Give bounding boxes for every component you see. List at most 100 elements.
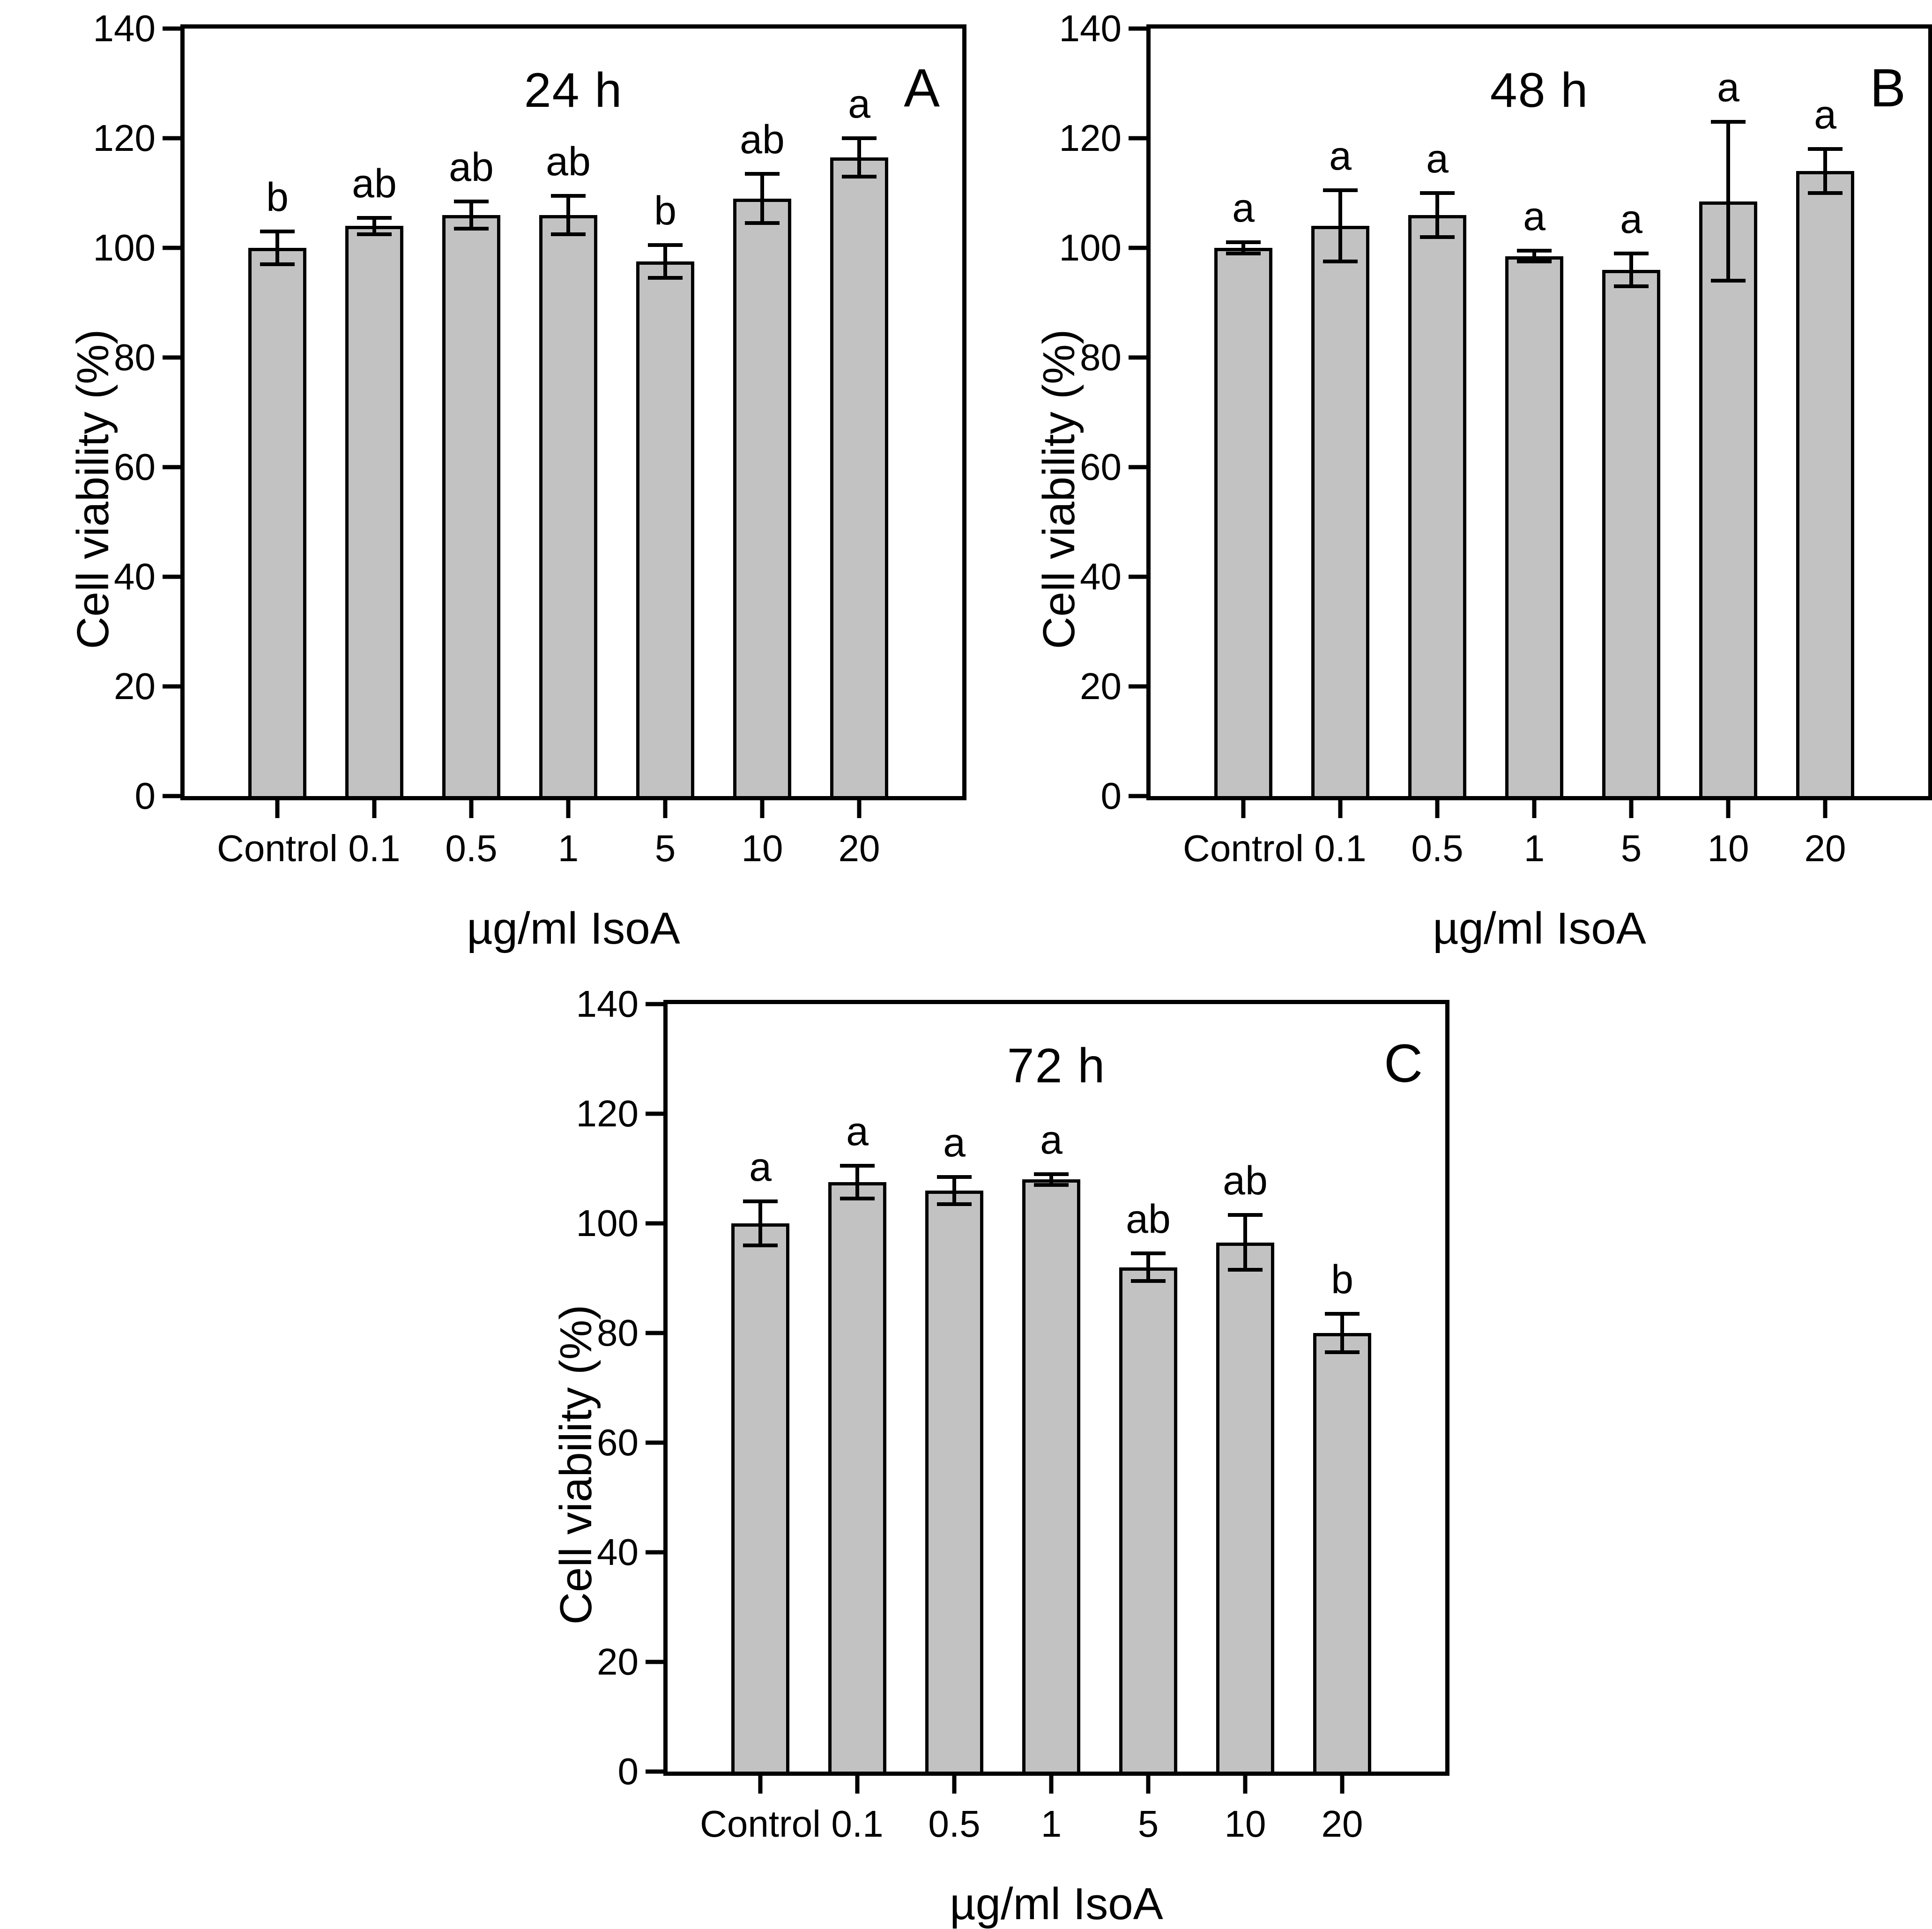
bar-0.5 xyxy=(1408,215,1466,796)
y-tick-label: 20 xyxy=(1080,665,1122,707)
error-bar xyxy=(469,201,473,229)
error-bar-cap xyxy=(1323,188,1358,193)
y-axis-title: Cell viability (%) xyxy=(68,329,118,649)
bar-20 xyxy=(1313,1333,1371,1772)
error-bar-cap xyxy=(840,1197,875,1201)
bar-5 xyxy=(1602,269,1660,796)
error-bar-cap xyxy=(1614,251,1649,255)
bar-0.1 xyxy=(345,226,403,796)
significance-letter: ab xyxy=(352,161,397,206)
y-tick-label: 0 xyxy=(1100,775,1122,817)
bar-5 xyxy=(1119,1267,1177,1772)
error-bar xyxy=(1146,1253,1150,1281)
bar-control xyxy=(248,248,306,796)
x-tick xyxy=(566,800,571,818)
x-tick-label: 5 xyxy=(1620,827,1642,869)
panel-title: 48 h xyxy=(1490,63,1589,118)
bar-10 xyxy=(1216,1242,1274,1772)
y-tick xyxy=(646,1440,663,1445)
x-tick-label: 1 xyxy=(1523,827,1545,869)
panel-letter: C xyxy=(1383,1034,1423,1094)
x-tick-label: 0.5 xyxy=(1411,827,1464,869)
significance-letter: a xyxy=(1717,65,1739,110)
error-bar xyxy=(1049,1174,1053,1185)
error-bar-cap xyxy=(1325,1350,1360,1354)
y-tick-label: 40 xyxy=(114,556,156,597)
y-tick xyxy=(1129,136,1146,141)
significance-letter: ab xyxy=(546,139,591,184)
error-bar xyxy=(1823,149,1827,193)
y-tick-label: 40 xyxy=(1080,556,1122,597)
significance-letter: a xyxy=(1232,186,1255,231)
x-tick-label: 0.1 xyxy=(348,827,401,869)
y-tick xyxy=(646,1221,663,1226)
y-tick-label: 100 xyxy=(1059,227,1122,268)
x-axis-title: µg/ml IsoA xyxy=(1433,903,1646,953)
y-tick-label: 60 xyxy=(1080,446,1122,488)
y-tick-label: 140 xyxy=(576,983,639,1025)
x-tick xyxy=(1823,800,1828,818)
x-tick xyxy=(663,800,668,818)
significance-letter: b xyxy=(266,174,289,220)
error-bar-cap xyxy=(260,229,295,233)
error-bar-cap xyxy=(1131,1251,1166,1256)
x-tick-label: 20 xyxy=(838,827,880,869)
significance-letter: ab xyxy=(740,117,785,163)
error-bar-cap xyxy=(1325,1312,1360,1316)
error-bar xyxy=(275,231,279,265)
y-axis-title: Cell viability (%) xyxy=(1034,329,1084,649)
y-tick-label: 60 xyxy=(597,1422,639,1463)
x-tick-label: 5 xyxy=(654,827,676,869)
bar-control xyxy=(1214,248,1272,796)
x-tick xyxy=(275,800,280,818)
x-tick-label: 1 xyxy=(1040,1803,1062,1845)
error-bar xyxy=(1726,121,1730,281)
x-tick xyxy=(952,1776,957,1794)
x-axis-title: µg/ml IsoA xyxy=(467,903,680,953)
x-tick xyxy=(372,800,377,818)
bar-10 xyxy=(733,198,791,796)
error-bar-cap xyxy=(357,216,392,220)
bar-5 xyxy=(636,261,694,796)
significance-letter: b xyxy=(1331,1257,1353,1303)
error-bar-cap xyxy=(842,136,877,140)
y-tick-label: 20 xyxy=(597,1641,639,1683)
y-tick-label: 60 xyxy=(114,446,156,488)
bar-0.5 xyxy=(442,215,500,796)
x-tick xyxy=(760,800,765,818)
bar-0.5 xyxy=(925,1190,983,1772)
y-tick xyxy=(646,1550,663,1555)
y-tick xyxy=(646,1660,663,1664)
plot-area-72h: 72 h C Cell viability (%) µg/ml IsoA 0 20… xyxy=(551,985,1449,1927)
error-bar xyxy=(1629,253,1633,286)
y-tick-label: 40 xyxy=(597,1531,639,1573)
error-bar-cap xyxy=(1226,240,1261,245)
y-tick-label: 0 xyxy=(134,775,156,817)
error-bar-cap xyxy=(1517,260,1552,264)
error-bar-cap xyxy=(1228,1213,1263,1217)
significance-letter: a xyxy=(846,1109,869,1154)
x-tick-label: 10 xyxy=(741,827,783,869)
bar-20 xyxy=(830,157,888,796)
x-tick-label: 20 xyxy=(1804,827,1846,869)
error-bar-cap xyxy=(743,1199,778,1204)
error-bar xyxy=(372,217,376,234)
x-tick-label: 10 xyxy=(1707,827,1749,869)
x-tick-label: 5 xyxy=(1137,1803,1159,1845)
error-bar-cap xyxy=(1808,191,1843,195)
significance-letter: a xyxy=(749,1145,772,1190)
error-bar-cap xyxy=(1226,251,1261,255)
plot-area-24h: 24 h A Cell viability (%) µg/ml IsoA 0 20… xyxy=(68,10,966,951)
y-tick-label: 120 xyxy=(93,117,156,159)
y-tick xyxy=(163,136,180,141)
bar-0.1 xyxy=(1311,226,1369,796)
error-bar-cap xyxy=(1131,1279,1166,1283)
plot-area-48h: 48 h B Cell viability (%) µg/ml IsoA 0 20… xyxy=(1034,10,1932,951)
y-tick xyxy=(163,465,180,469)
y-tick xyxy=(1129,26,1146,31)
error-bar-cap xyxy=(260,262,295,267)
y-tick-label: 80 xyxy=(1080,336,1122,378)
y-tick xyxy=(163,246,180,250)
bar-10 xyxy=(1699,201,1757,796)
significance-letter: ab xyxy=(1223,1158,1268,1204)
